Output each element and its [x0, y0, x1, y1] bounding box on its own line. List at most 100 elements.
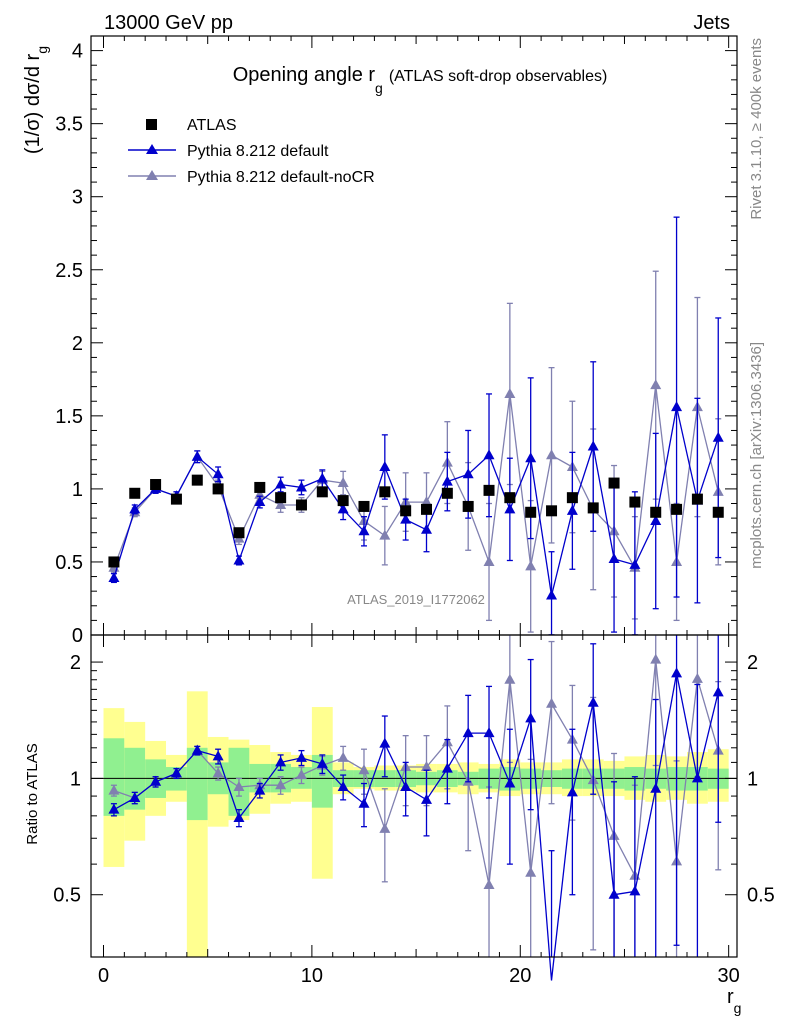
atlas-point [525, 506, 537, 518]
category-label: Jets [693, 12, 730, 34]
atlas-point [587, 502, 599, 514]
default-point [212, 468, 224, 479]
ratio-default-point [191, 744, 203, 755]
ratio-default-point [170, 767, 182, 778]
atlas-point [691, 493, 703, 505]
ratio-default-point [483, 727, 495, 738]
ratio-default-line [113, 673, 719, 981]
legend-label-default: Pythia 8.212 default [187, 143, 329, 160]
title-suffix: (ATLAS soft-drop observables) [389, 68, 607, 85]
ratio-default-point [608, 888, 620, 899]
main-title: Opening angle rg (ATLAS soft-drop observa… [233, 64, 608, 96]
default-point [462, 468, 474, 479]
ratio-xtick-label: 30 [718, 965, 740, 987]
ratio-xtick-label: 0 [98, 965, 109, 987]
main-ylabel: (1/σ) dσ/d rg [22, 46, 50, 154]
atlas-point [316, 486, 328, 498]
atlas-point [233, 527, 245, 539]
default-point [629, 558, 641, 569]
ratio-default-point [108, 803, 120, 814]
main-ytick-label: 1 [72, 479, 83, 501]
ratio-ytick-label-right: 1 [747, 768, 758, 790]
default-point [129, 503, 141, 514]
ratio-default-point [712, 686, 724, 697]
legend-marker-nocr [146, 170, 158, 180]
main-ytick-label: 2.5 [55, 260, 83, 282]
ratio-default-point [400, 781, 412, 792]
ratio-nocr-point [295, 769, 307, 780]
band-inner [103, 738, 125, 816]
ratio-panel: 0.5 0.51 12 20 10 20 30 Ratio to ATLAS rg [24, 634, 775, 1016]
atlas-point [170, 493, 182, 505]
default-point [608, 553, 620, 564]
atlas-point [650, 506, 662, 518]
ratio-default-point [629, 885, 641, 896]
energy-label: 13000 GeV pp [104, 12, 233, 34]
ratio-ytick-label-right: 2 [747, 652, 758, 674]
default-line [113, 406, 719, 596]
atlas-point [462, 500, 474, 512]
nocr-point [421, 496, 433, 507]
atlas-point [108, 556, 120, 568]
default-point [712, 431, 724, 442]
ratio-nocr-point [504, 673, 516, 684]
atlas-point [504, 492, 516, 504]
main-marks [108, 216, 724, 636]
ratio-default-point [525, 712, 537, 723]
ratio-nocr-point [233, 781, 245, 792]
atlas-point [671, 503, 683, 515]
ratio-default-point [421, 793, 433, 804]
default-point [525, 452, 537, 463]
legend-label-nocr: Pythia 8.212 default-noCR [187, 169, 375, 186]
ratio-default-point [150, 775, 162, 786]
ratio-nocr-point [483, 878, 495, 889]
default-point [254, 496, 266, 507]
ratio-xtick-label: 10 [301, 965, 323, 987]
legend-marker-atlas [146, 119, 157, 130]
atlas-point [441, 487, 453, 499]
main-ylabel-sub: g [34, 46, 50, 54]
nocr-point [483, 555, 495, 566]
nocr-point [525, 560, 537, 571]
ratio-nocr-point [337, 751, 349, 762]
ratio-nocr-point [691, 672, 703, 683]
atlas-point [358, 500, 370, 512]
default-point [316, 472, 328, 483]
nocr-point [379, 529, 391, 540]
main-ytick-label: 1.5 [55, 406, 83, 428]
main-ytick-label: 0 [72, 625, 83, 647]
band-inner [186, 747, 208, 821]
atlas-point [254, 481, 266, 493]
default-point [650, 515, 662, 526]
ratio-default-point [441, 762, 453, 773]
ratio-nocr-point [108, 784, 120, 795]
default-point [483, 449, 495, 460]
default-point [441, 475, 453, 486]
default-point [566, 504, 578, 515]
default-point [191, 450, 203, 461]
ratio-nocr-point [546, 697, 558, 708]
atlas-point [629, 496, 641, 508]
atlas-point [337, 495, 349, 507]
ratio-nocr-point [358, 764, 370, 775]
ratio-default-point [671, 667, 683, 678]
ratio-default-point [233, 811, 245, 822]
ratio-default-point [316, 757, 328, 768]
default-point [400, 513, 412, 524]
title-main: Opening angle r [233, 64, 376, 86]
xlabel-main: r [727, 986, 734, 1008]
atlas-point [150, 479, 162, 491]
atlas-point [295, 499, 307, 511]
ratio-nocr-point [379, 822, 391, 833]
atlas-point [129, 487, 141, 499]
atlas-point [212, 483, 224, 495]
default-point [275, 478, 287, 489]
ratio-default-point [691, 772, 703, 783]
ratio-ytick-label: 2 [70, 652, 81, 674]
ratio-default-point [504, 777, 516, 788]
xlabel-sub: g [734, 1000, 742, 1016]
rivet-label: Rivet 3.1.10, ≥ 400k events [748, 38, 765, 220]
ratio-nocr-point [212, 767, 224, 778]
ratio-nocr-point [650, 653, 662, 664]
